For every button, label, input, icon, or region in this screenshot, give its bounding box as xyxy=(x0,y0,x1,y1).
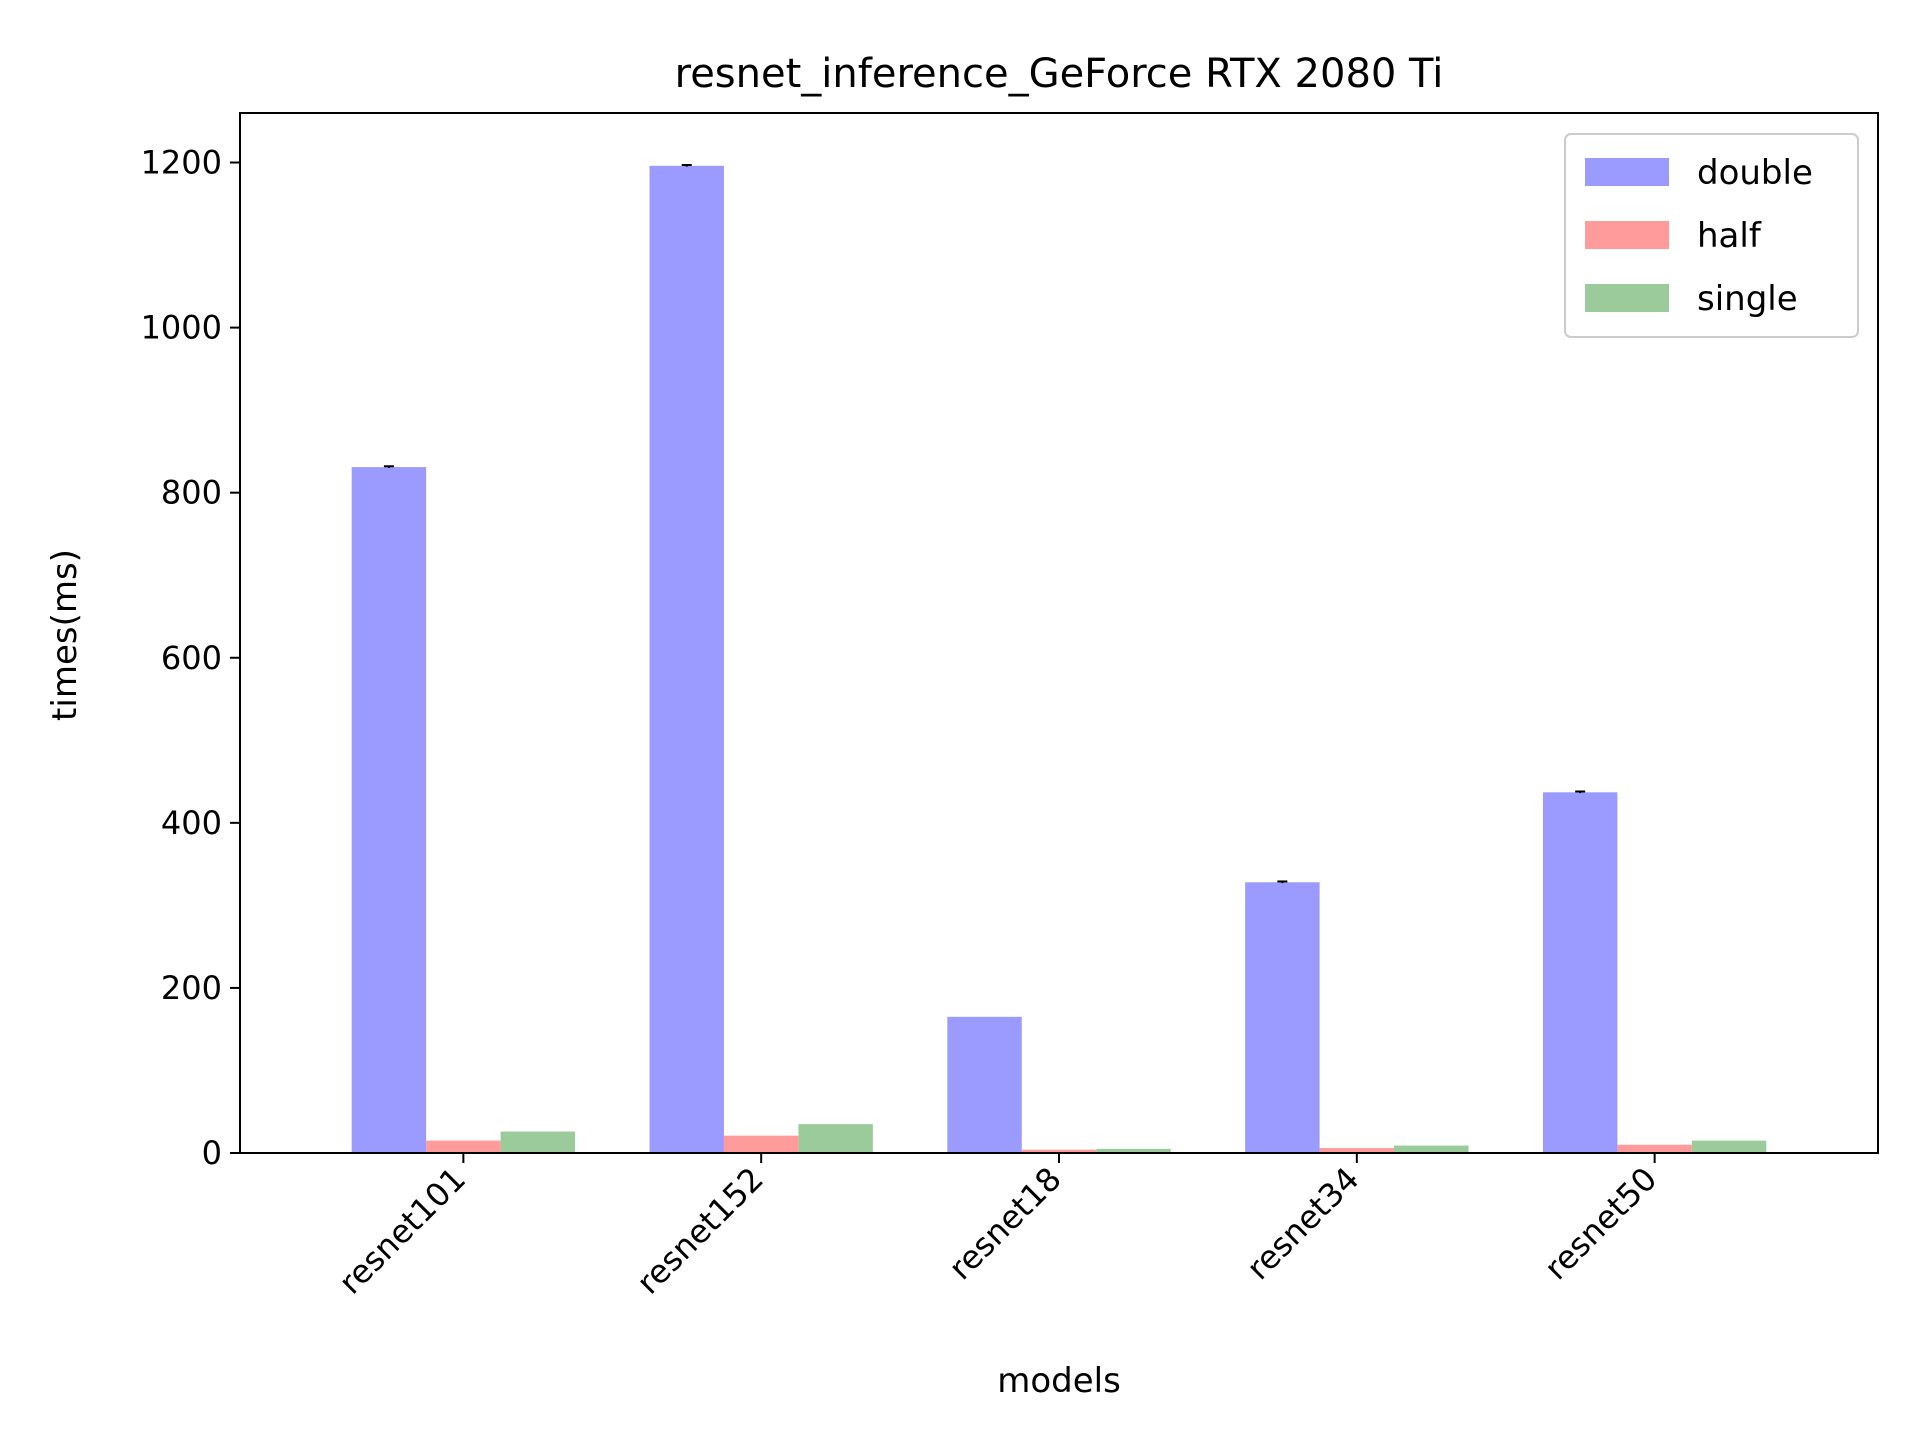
bar-single-resnet34 xyxy=(1394,1145,1469,1153)
y-tick-label-800: 800 xyxy=(161,474,222,512)
x-tick-label-resnet101: resnet101 xyxy=(331,1160,473,1302)
bar-half-resnet18 xyxy=(1021,1149,1097,1153)
bar-single-resnet152 xyxy=(798,1124,873,1153)
bar-half-resnet152 xyxy=(723,1135,799,1153)
bar-half-resnet34 xyxy=(1319,1148,1395,1153)
bar-single-resnet50 xyxy=(1691,1140,1767,1153)
x-tick-label-resnet152: resnet152 xyxy=(629,1160,771,1302)
bar-double-resnet50 xyxy=(1542,792,1618,1153)
y-tick-label-0: 0 xyxy=(202,1134,222,1172)
x-tick-label-resnet34: resnet34 xyxy=(1239,1160,1366,1287)
legend: double half single xyxy=(1564,133,1859,338)
bar-half-resnet50 xyxy=(1617,1144,1692,1153)
bar-half-resnet101 xyxy=(426,1140,501,1153)
chart-title: resnet_inference_GeForce RTX 2080 Ti xyxy=(675,51,1444,97)
y-tick-label-400: 400 xyxy=(161,804,222,842)
bar-double-resnet152 xyxy=(649,165,724,1154)
legend-swatch-half xyxy=(1585,221,1669,249)
legend-label-double: double xyxy=(1697,153,1813,193)
y-tick-label-600: 600 xyxy=(161,639,222,677)
bar-double-resnet101 xyxy=(351,467,427,1154)
y-tick-label-200: 200 xyxy=(161,969,222,1007)
bar-double-resnet18 xyxy=(947,1016,1022,1153)
x-tick-label-resnet50: resnet50 xyxy=(1537,1160,1664,1287)
bar-double-resnet34 xyxy=(1245,882,1320,1153)
legend-swatch-single xyxy=(1585,284,1669,312)
x-axis-label: models xyxy=(997,1361,1121,1401)
x-tick-label-resnet18: resnet18 xyxy=(941,1160,1068,1287)
y-tick-label-1200: 1200 xyxy=(141,144,222,182)
legend-label-single: single xyxy=(1697,279,1798,319)
bar-single-resnet101 xyxy=(500,1131,576,1153)
bar-single-resnet18 xyxy=(1096,1148,1171,1153)
y-axis-label: times(ms) xyxy=(45,549,85,721)
legend-label-half: half xyxy=(1697,216,1762,256)
legend-swatch-double xyxy=(1585,158,1669,186)
y-tick-label-1000: 1000 xyxy=(141,309,222,347)
